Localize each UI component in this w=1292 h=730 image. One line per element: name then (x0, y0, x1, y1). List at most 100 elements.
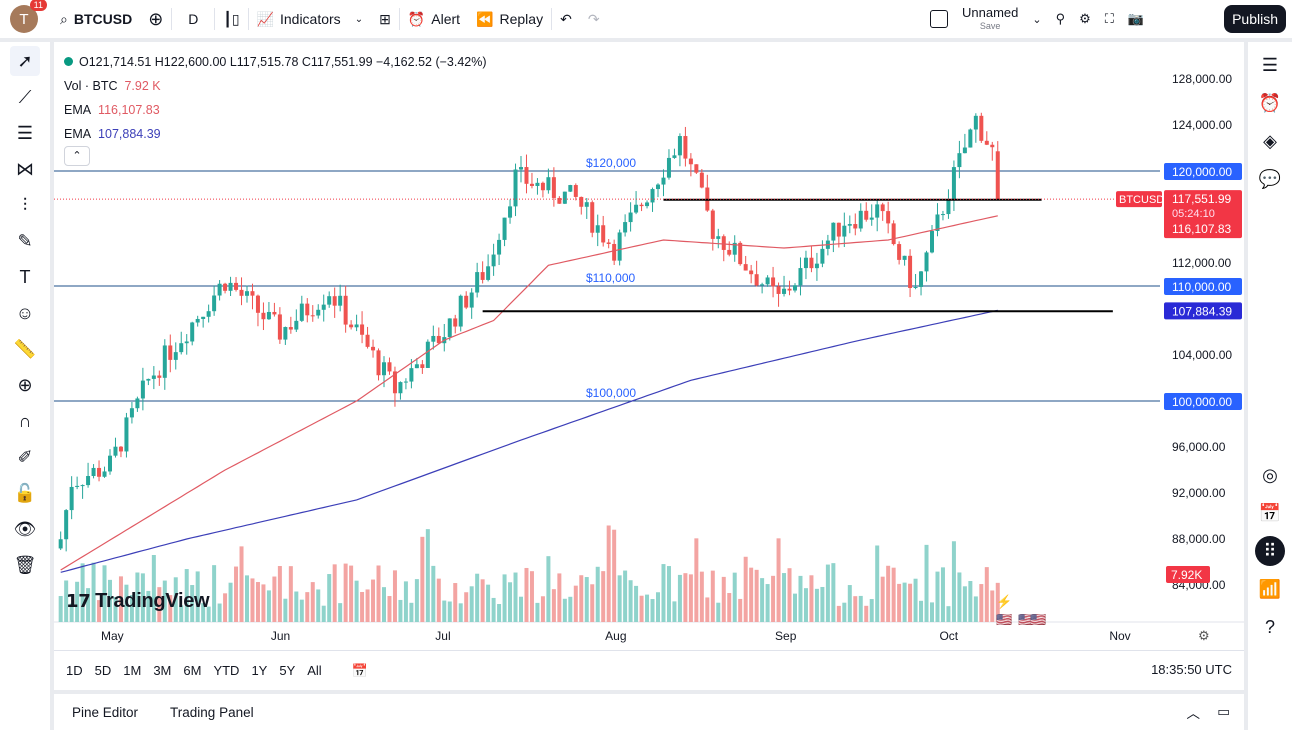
volume-bar (102, 565, 107, 622)
pattern-icon[interactable]: ⋈ (16, 158, 34, 179)
trash-icon[interactable]: 🗑 (13, 554, 37, 575)
volume-bar (151, 554, 156, 622)
candle-body (940, 214, 945, 216)
compare-button[interactable]: ⊕ (140, 0, 171, 38)
candle-body (612, 243, 617, 261)
maximize-icon[interactable]: ▭ (1217, 704, 1230, 719)
indicators-button[interactable]: 📈 Indicators ⌄ (256, 10, 364, 28)
range-1m[interactable]: 1M (123, 663, 142, 678)
symbol-search[interactable]: ⌕ BTCUSD (60, 10, 133, 28)
emoji-icon[interactable]: ☺ (15, 302, 35, 323)
candle-body (979, 115, 984, 141)
chart-type-button[interactable]: ┃▯ (215, 0, 247, 38)
volume-bar (338, 603, 343, 622)
help-icon[interactable]: ? (1264, 616, 1275, 637)
chevron-down-icon[interactable]: ⌄ (1032, 13, 1042, 26)
volume-bar (255, 582, 260, 622)
cursor-icon[interactable]: ➚ (10, 46, 40, 76)
candle-body (458, 295, 463, 327)
settings-icon[interactable]: ⚙ (1079, 11, 1091, 26)
trendline-icon[interactable]: ⟋ (18, 86, 32, 107)
apps-icon[interactable]: ⠿ (1255, 536, 1285, 566)
zoom-icon[interactable]: ⊕ (17, 374, 33, 395)
alerts-icon[interactable]: ⏰ (1258, 92, 1282, 113)
range-3m[interactable]: 3M (153, 663, 172, 678)
volume-bar (765, 584, 770, 622)
camera-icon[interactable]: 📷 (1127, 11, 1145, 26)
layout-name[interactable]: Unnamed Save (962, 4, 1019, 31)
volume-bar (919, 600, 924, 622)
lock-drawing-icon[interactable]: ✐ (17, 446, 33, 467)
candle-body (436, 335, 441, 344)
publish-button[interactable]: Publish (1224, 5, 1286, 33)
chat-icon[interactable]: 💬 (1258, 168, 1282, 189)
price-tick: 112,000.00 (1172, 256, 1231, 270)
notification-badge: 11 (29, 0, 47, 11)
volume-bar (529, 571, 534, 622)
price-chart[interactable]: 128,000.00 124,000.00 112,000.00 104,000.00… (54, 42, 1244, 650)
clock[interactable]: 18:35:50 UTC (1151, 662, 1232, 677)
candle-body (91, 467, 96, 477)
brush-icon[interactable]: ✎ (17, 230, 33, 251)
target-icon[interactable]: ◎ (1262, 464, 1278, 485)
eye-icon[interactable]: 👁 (13, 518, 37, 539)
templates-button[interactable]: ⊞ (371, 0, 399, 38)
rewind-icon: ⏪ (476, 10, 494, 27)
candle-body (321, 304, 326, 310)
volume-bar (540, 596, 545, 622)
trading-panel-tab[interactable]: Trading Panel (170, 704, 254, 720)
candle-body (245, 291, 249, 296)
avatar[interactable]: T 11 (10, 0, 47, 33)
ruler-icon[interactable]: 📏 (13, 338, 37, 359)
candle-body (557, 197, 562, 204)
collapse-legend-button[interactable]: ⌃ (64, 146, 90, 166)
watchlist-icon[interactable]: ☰ (1261, 54, 1279, 75)
range-1y[interactable]: 1Y (251, 663, 268, 678)
candle-body (946, 199, 951, 215)
fib-icon[interactable]: ☰ (16, 122, 34, 143)
volume-bar (683, 573, 688, 622)
redo-button[interactable]: ↷ (580, 0, 608, 38)
volume-bar (349, 565, 354, 622)
volume-bar (672, 601, 677, 622)
replay-button[interactable]: ⏪ Replay (476, 10, 544, 28)
volume-bar (58, 596, 63, 622)
candle-body (343, 295, 348, 325)
market-status-icon (64, 57, 73, 66)
pine-editor-tab[interactable]: Pine Editor (72, 704, 139, 720)
lock-icon[interactable]: 🔓 (13, 482, 37, 503)
candle-body (908, 255, 913, 288)
quick-search-icon[interactable]: ⚲ (1055, 11, 1066, 26)
signal-icon[interactable]: 📶 (1258, 578, 1282, 599)
undo-button[interactable]: ↶ (552, 0, 580, 38)
chart-pane[interactable]: 128,000.00 124,000.00 112,000.00 104,000.00… (54, 42, 1244, 690)
range-6m[interactable]: 6M (183, 663, 202, 678)
candle-body (371, 346, 376, 351)
chevron-up-icon[interactable]: ︿ (1186, 706, 1201, 721)
range-1d[interactable]: 1D (66, 663, 83, 678)
grid-icon: ⊞ (379, 10, 391, 27)
forecast-icon[interactable]: ⫶ (22, 194, 28, 215)
volume-bar (486, 584, 491, 622)
layout-checkbox[interactable] (930, 10, 948, 28)
range-ytd[interactable]: YTD (213, 663, 240, 678)
volume-bar (732, 572, 737, 622)
candle-body (880, 204, 885, 212)
volume-bar (864, 605, 869, 622)
candle-body (656, 184, 660, 190)
magnet-icon[interactable]: ∩ (18, 410, 32, 431)
calendar-icon[interactable]: 📅 (1258, 502, 1282, 523)
range-5y[interactable]: 5Y (279, 663, 296, 678)
candle-body (151, 375, 156, 379)
fullscreen-icon[interactable]: ⛶ (1104, 11, 1114, 26)
volume-bar (847, 585, 852, 622)
candle-body (793, 285, 797, 291)
goto-date-icon[interactable]: 📅 (351, 662, 368, 678)
alert-button[interactable]: ⏰ Alert (407, 10, 461, 28)
interval-button[interactable]: D (188, 11, 199, 27)
range-all[interactable]: All (307, 663, 322, 678)
layers-icon[interactable]: ◈ (1263, 130, 1277, 151)
range-5d[interactable]: 5D (94, 663, 112, 678)
text-icon[interactable]: T (19, 266, 31, 287)
candle-body (710, 210, 715, 239)
